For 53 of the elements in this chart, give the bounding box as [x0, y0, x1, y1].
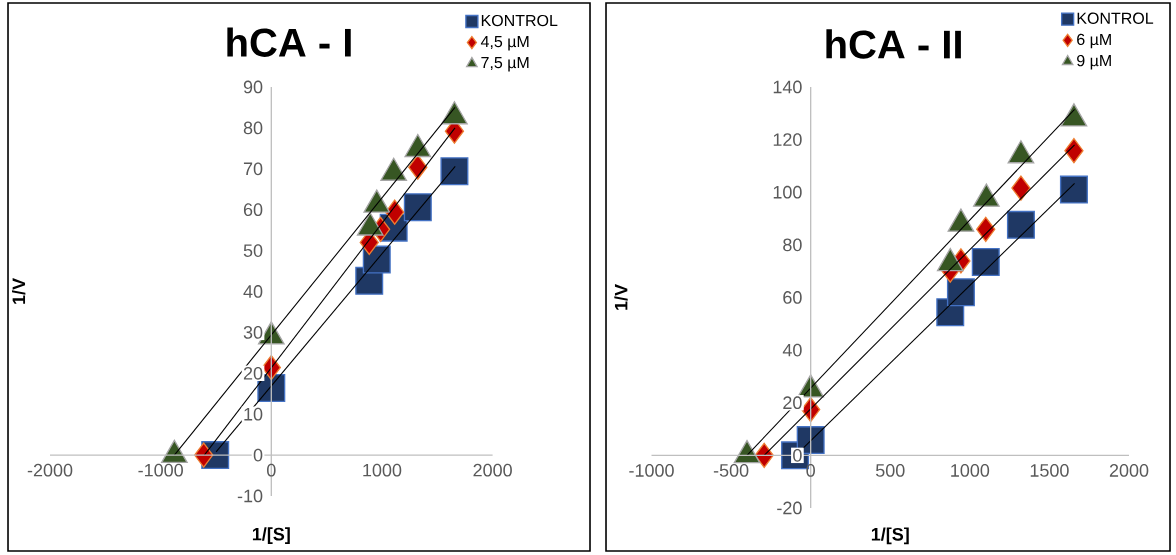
point — [971, 247, 1000, 276]
y-tick-label: 50 — [243, 244, 263, 257]
point — [1064, 137, 1084, 164]
chart-title: hCA - II — [826, 29, 961, 59]
x-tick-label: 0 — [267, 463, 276, 477]
y-tick-label: 40 — [782, 343, 802, 357]
x-tick-label: 1000 — [363, 463, 402, 477]
y-tick-label: 120 — [773, 133, 802, 146]
legend-label: KONTROL — [481, 14, 558, 27]
y-tick-label: 20 — [243, 366, 263, 380]
x-axis-title: 1/[S] — [871, 527, 909, 545]
point — [946, 278, 975, 307]
point — [1059, 175, 1088, 204]
y-tick-label: 60 — [783, 291, 802, 304]
chart-title: hCA - I — [227, 27, 351, 57]
legend-label: 9 µM — [1077, 54, 1111, 70]
x-tick-label: 0 — [806, 464, 815, 477]
y-tick-label: 20 — [783, 396, 802, 410]
point — [1011, 175, 1031, 201]
y-tick-label: 30 — [243, 326, 263, 339]
y-tick-label: 0 — [253, 448, 263, 462]
y-tick-label: 140 — [773, 80, 802, 94]
legend-label: KONTROL — [1077, 12, 1154, 24]
x-tick-label: -500 — [713, 464, 749, 477]
point — [976, 216, 996, 243]
y-tick-label: 0 — [793, 448, 802, 462]
y-tick-label: -20 — [777, 501, 802, 515]
x-tick-label: -1000 — [629, 464, 674, 477]
point — [440, 157, 469, 186]
y-tick-label: 80 — [783, 238, 802, 252]
y-tick-label: 40 — [243, 285, 263, 298]
y-tick-label: 80 — [243, 121, 263, 135]
y-tick-label: 100 — [773, 185, 802, 199]
legend-label: 4,5 µM — [480, 36, 529, 51]
x-tick-label: -2000 — [27, 463, 73, 477]
x-tick-label: -1000 — [138, 463, 183, 477]
x-tick-label: 1000 — [951, 464, 990, 477]
y-axis-title: 1/V — [11, 278, 26, 304]
x-tick-label: 2000 — [1109, 464, 1149, 477]
point — [1006, 210, 1035, 239]
y-tick-label: 90 — [243, 80, 263, 94]
x-tick-label: 1500 — [1030, 464, 1069, 477]
y-tick-label: 10 — [244, 407, 263, 421]
legend-label: 7,5 µM — [481, 57, 529, 72]
x-tick-label: 500 — [875, 464, 905, 477]
y-tick-label: 60 — [243, 203, 263, 217]
legend-label: 6 µM — [1077, 33, 1111, 49]
x-axis-title: 1/[S] — [252, 527, 290, 545]
point — [403, 193, 432, 222]
y-tick-label: -10 — [237, 489, 263, 503]
x-tick-label: 2000 — [473, 463, 512, 477]
y-tick-label: 70 — [243, 162, 263, 176]
y-axis-title: 1/V — [614, 284, 628, 310]
